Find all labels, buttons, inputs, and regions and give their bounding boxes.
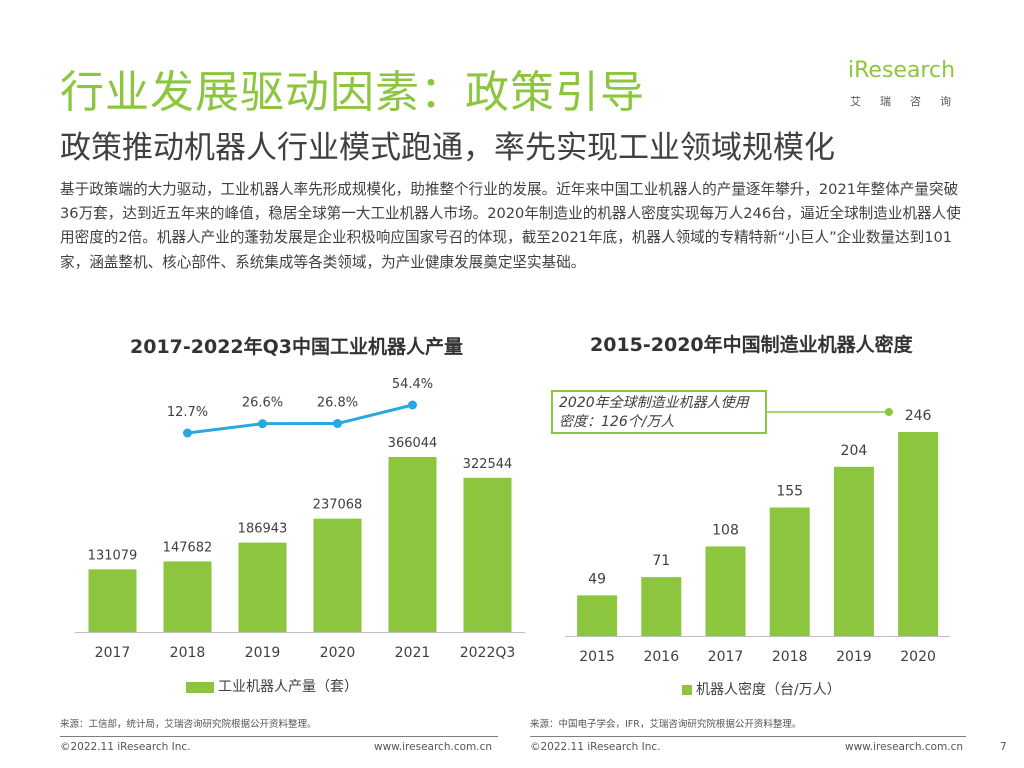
density-chart: 49 2015 71 2016 108 2017 155 2018 204 2019 246 2020 [565, 408, 951, 665]
production-bar [313, 518, 362, 632]
legend-swatch [186, 681, 214, 693]
global-density-callout: 2020年全球制造业机器人使用密度：126个/万人 [551, 390, 767, 434]
left-chart-title: 2017-2022年Q3中国工业机器人产量 [130, 336, 464, 358]
production-value-label: 147682 [163, 540, 213, 555]
x-tick-label: 2020 [320, 645, 356, 661]
body-paragraph: 基于政策端的大力驱动，工业机器人率先形成规模化，助推整个行业的发展。近年来中国工… [60, 181, 961, 271]
production-bar [388, 457, 437, 632]
production-value-label: 366044 [388, 436, 438, 451]
density-bar [833, 466, 874, 636]
production-value-label: 131079 [88, 548, 138, 563]
density-value-label: 246 [905, 408, 932, 424]
x-tick-label: 2017 [95, 645, 131, 661]
legend-label: 机器人密度（台/万人） [696, 682, 841, 698]
production-bar [463, 477, 512, 632]
production-value-label: 237068 [313, 498, 363, 513]
logo-subtitle: 艾瑞咨询 [850, 95, 970, 108]
x-tick-label: 2019 [836, 649, 872, 665]
density-value-label: 204 [841, 443, 868, 459]
x-tick-label: 2018 [170, 645, 206, 661]
page-subtitle: 政策推动机器人行业模式跑通，率先实现工业领域规模化 [60, 130, 835, 166]
legend-label: 工业机器人产量（套） [218, 679, 358, 695]
production-bar [238, 542, 287, 632]
right-source-note: 来源：中国电子学会，IFR，艾瑞咨询研究院根据公开资料整理。 [530, 719, 802, 730]
growth-rate-label: 12.7% [167, 405, 208, 420]
footer-copyright-right: ©2022.11 iResearch Inc. [530, 741, 661, 753]
left-source-note: 来源：工信部，统计局，艾瑞咨询研究院根据公开资料整理。 [60, 719, 317, 730]
legend-swatch [682, 685, 692, 695]
production-value-label: 186943 [238, 522, 288, 537]
x-tick-label: 2022Q3 [460, 645, 516, 661]
production-value-label: 322544 [463, 457, 513, 472]
growth-point [408, 400, 417, 410]
iresearch-logo: iResearch 艾瑞咨询 [848, 58, 978, 116]
density-bar [705, 546, 746, 636]
x-tick-label: 2016 [643, 649, 679, 665]
density-bar [898, 432, 939, 636]
density-value-label: 49 [588, 571, 606, 587]
density-bar [577, 595, 618, 636]
left-chart-legend: 工业机器人产量（套） [186, 676, 358, 696]
growth-rate-label: 26.8% [317, 396, 358, 411]
growth-line [187, 403, 413, 435]
x-tick-label: 2017 [708, 649, 744, 665]
growth-point [333, 419, 342, 429]
footer-rule-left [60, 736, 498, 737]
right-chart-legend: 机器人密度（台/万人） [682, 679, 841, 699]
footer-copyright-left: ©2022.11 iResearch Inc. [60, 741, 191, 753]
growth-rate-label: 26.6% [242, 396, 283, 411]
page-title: 行业发展驱动因素：政策引导 [60, 67, 645, 118]
x-tick-label: 2018 [772, 649, 808, 665]
density-bar [769, 507, 810, 636]
x-tick-label: 2015 [579, 649, 615, 665]
production-chart: 131079 2017 147682 2018 186943 2019 237068 2020… [75, 377, 525, 661]
density-value-label: 108 [712, 522, 739, 538]
x-tick-label: 2021 [395, 645, 431, 661]
density-value-label: 71 [652, 553, 670, 569]
footer-rule-right [530, 736, 966, 737]
footer-url-right: www.iresearch.com.cn [845, 741, 964, 753]
growth-point [258, 419, 267, 429]
right-chart-title: 2015-2020年中国制造业机器人密度 [590, 334, 913, 356]
density-bar [641, 577, 682, 636]
production-bar [88, 569, 137, 632]
logo-wordmark: iResearch [848, 58, 956, 83]
density-value-label: 155 [776, 483, 803, 499]
growth-rate-label: 54.4% [392, 377, 433, 392]
production-bar [163, 561, 212, 632]
x-tick-label: 2020 [900, 649, 936, 665]
callout-connector-dot [884, 408, 893, 416]
growth-point [183, 428, 192, 438]
x-tick-label: 2019 [245, 645, 281, 661]
footer-url-left: www.iresearch.com.cn [374, 741, 493, 753]
page-number: 7 [1000, 741, 1007, 753]
